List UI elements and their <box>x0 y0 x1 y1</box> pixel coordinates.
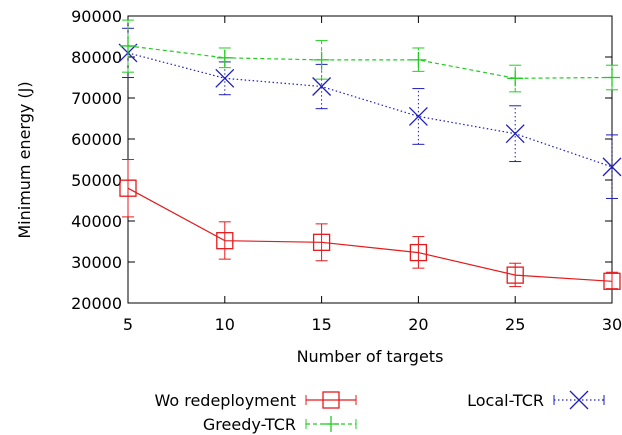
y-axis-label: Minimum energy (J) <box>15 81 34 238</box>
series-0 <box>119 159 621 290</box>
data-point <box>216 49 233 66</box>
data-point <box>604 69 620 86</box>
y-tick-label: 30000 <box>71 253 122 272</box>
data-point <box>408 106 428 126</box>
plot-frame <box>127 15 613 304</box>
x-tick-label: 25 <box>505 315 525 334</box>
legend-label: Local-TCR <box>467 391 544 410</box>
error-bar <box>606 64 618 91</box>
series-line <box>127 52 613 168</box>
series-line <box>127 45 613 79</box>
legend-entry: Local-TCR <box>467 390 605 410</box>
legend-label: Greedy-TCR <box>203 415 296 434</box>
x-axis-label: Number of targets <box>297 347 444 366</box>
series-line <box>127 187 613 282</box>
data-point <box>120 37 136 54</box>
data-point <box>505 124 525 144</box>
y-tick-label: 80000 <box>71 48 122 67</box>
error-bar <box>122 19 134 73</box>
x-tick-label: 15 <box>311 315 331 334</box>
error-bar <box>122 159 134 218</box>
x-tick-label: 20 <box>408 315 428 334</box>
error-bar <box>315 40 328 80</box>
data-point <box>506 266 524 284</box>
y-tick-label: 40000 <box>71 212 122 231</box>
y-tick-label: 50000 <box>71 171 122 190</box>
data-point <box>312 233 331 251</box>
y-tick-label: 90000 <box>71 7 122 26</box>
data-point <box>507 70 524 87</box>
series-layer <box>118 19 622 290</box>
legend-marker <box>322 391 340 409</box>
data-point <box>410 51 427 68</box>
error-bar <box>412 236 425 269</box>
error-bar <box>509 64 522 93</box>
y-tick-label: 20000 <box>71 294 122 313</box>
data-point <box>603 272 621 290</box>
error-bar <box>218 221 231 260</box>
x-tick-label: 30 <box>602 315 622 334</box>
legend-marker <box>323 416 339 432</box>
legend-marker <box>569 390 589 410</box>
y-tick-label: 70000 <box>71 89 122 108</box>
data-point <box>409 243 428 262</box>
data-point <box>216 232 234 250</box>
legend-entry: Wo redeployment <box>154 391 357 410</box>
error-bar <box>315 223 328 262</box>
legend-label: Wo redeployment <box>154 391 296 410</box>
data-point <box>119 179 137 197</box>
y-tick-label: 60000 <box>71 130 122 149</box>
data-point <box>312 77 332 96</box>
error-bar <box>509 105 522 163</box>
x-tick-label: 5 <box>123 315 133 334</box>
data-point <box>215 68 235 88</box>
data-point <box>602 157 622 177</box>
series-2 <box>120 19 620 93</box>
x-tick-label: 10 <box>215 315 235 334</box>
axis-ticks: 20000 30000 40000 50000 60000 70000 80000 90000… <box>71 7 622 334</box>
error-bar <box>606 134 618 199</box>
data-point <box>313 51 330 68</box>
error-bar <box>412 88 425 145</box>
legend-entry: Greedy-TCR <box>203 415 357 434</box>
legend: Wo redeployment Greedy-TCR Local-TCR <box>154 390 605 434</box>
